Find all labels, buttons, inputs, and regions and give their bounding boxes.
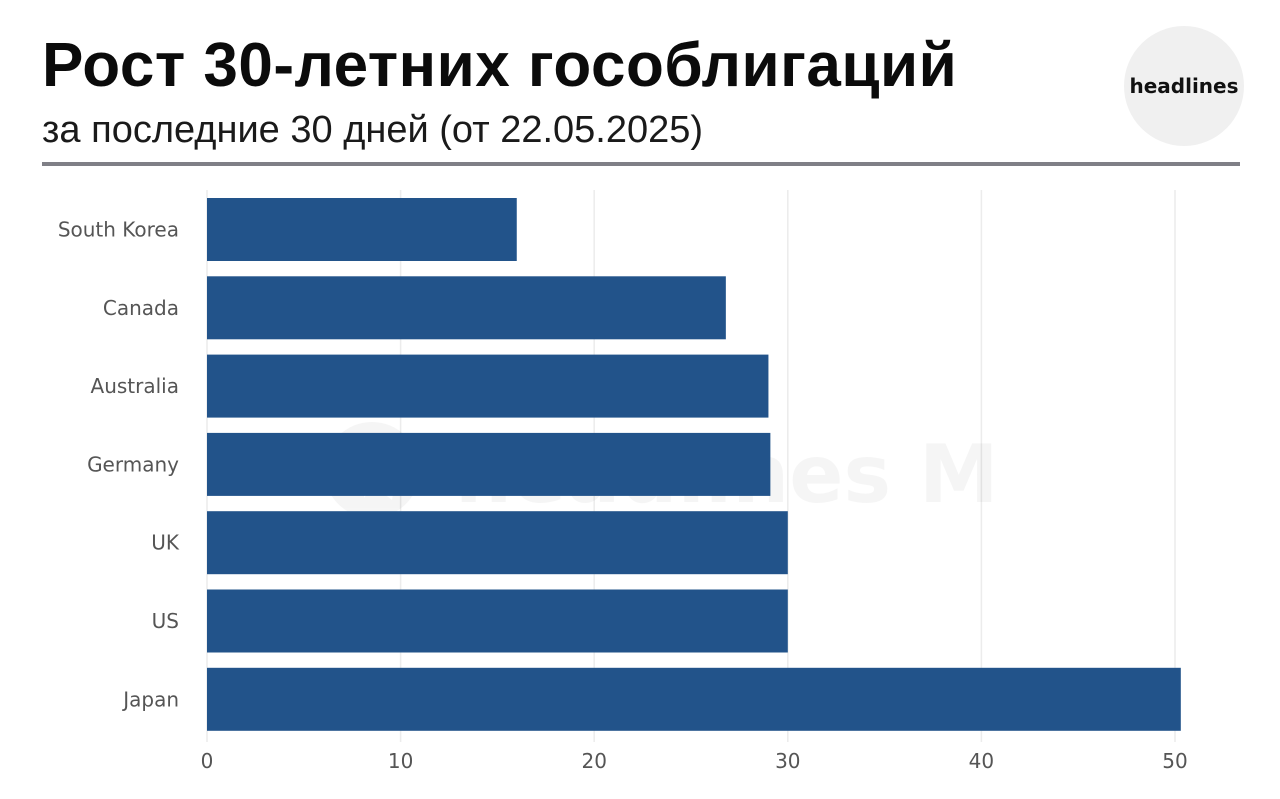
x-tick-label: 30 (775, 749, 800, 773)
x-tick-label: 10 (388, 749, 413, 773)
x-tick-labels: 0 10 20 30 40 50 (201, 749, 1188, 773)
headlines-logo-badge: headlines (1124, 26, 1244, 146)
category-label: UK (151, 531, 180, 555)
category-label: Australia (91, 374, 179, 398)
bar-germany (207, 432, 771, 496)
bar-australia (207, 354, 769, 418)
category-label: Japan (121, 687, 179, 711)
category-label: US (152, 609, 179, 633)
category-label: South Korea (58, 218, 179, 242)
bar-south-korea (207, 198, 517, 261)
bar-uk (207, 511, 788, 575)
category-label: Germany (87, 452, 179, 476)
bar-canada (207, 276, 726, 340)
logo-text: headlines (1129, 74, 1239, 98)
header-divider (42, 162, 1240, 166)
chart-subtitle: за последние 30 дней (от 22.05.2025) (42, 109, 704, 151)
bar-us (207, 589, 788, 653)
x-tick-label: 0 (201, 749, 214, 773)
category-label: Canada (103, 296, 179, 320)
x-tick-label: 40 (969, 749, 994, 773)
bar-japan (207, 667, 1181, 731)
chart-title: Рост 30-летних гособлигаций (42, 31, 958, 100)
category-labels: South Korea Canada Australia Germany UK US Jap… (58, 218, 180, 712)
x-tick-label: 20 (581, 749, 606, 773)
bars (207, 198, 1181, 731)
x-tick-label: 50 (1162, 749, 1187, 773)
